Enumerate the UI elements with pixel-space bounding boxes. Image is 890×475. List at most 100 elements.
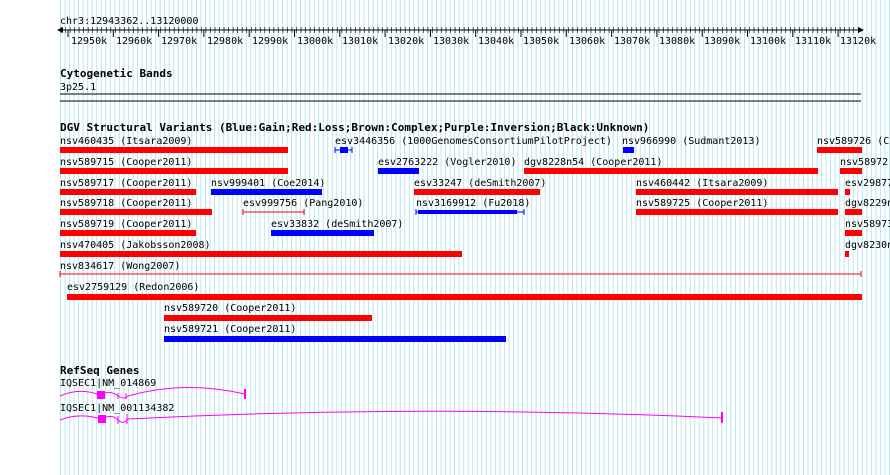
variant-esv29877[interactable]: esv29877 (845, 178, 890, 195)
variant-bar (414, 189, 540, 195)
variant-label: esv2759129 (Redon2006) (67, 282, 199, 293)
variant-esv3446356[interactable]: esv3446356 (1000GenomesConsortiumPilotPr… (334, 136, 612, 153)
variant-label: esv3446356 (1000GenomesConsortiumPilotPr… (335, 136, 612, 147)
variant-nsv460442[interactable]: nsv460442 (Itsara2009) (636, 178, 838, 195)
gene-iqsec1-nm-001134382[interactable]: IQSEC1|NM_001134382 (59, 403, 723, 424)
variant-label: nsv999401 (Coe2014) (211, 178, 325, 189)
ruler-position: chr3:12943362..13120000 (60, 16, 198, 27)
ruler-tick-label: 13120k (840, 36, 876, 47)
variant-label: nsv589721 (Cooper2011) (164, 324, 296, 335)
variant-esv33832[interactable]: esv33832 (deSmith2007) (271, 219, 403, 236)
refseq-track[interactable]: RefSeq Genes IQSEC1|NM_014869 IQSEC1|NM_… (59, 364, 723, 424)
variant-bar (211, 189, 322, 195)
variant-bar (845, 230, 862, 236)
variant-bar (636, 189, 838, 195)
ruler-right-arrow-icon (858, 27, 864, 33)
cytoband-track[interactable]: Cytogenetic Bands 3p25.1 (60, 67, 861, 102)
variant-label: esv29877 (845, 178, 890, 189)
variant-esv33247[interactable]: esv33247 (deSmith2007) (414, 178, 546, 195)
variant-esv2763222[interactable]: esv2763222 (Vogler2010) (378, 157, 516, 174)
variant-bar (271, 230, 374, 236)
ruler[interactable]: chr3:12943362..13120000 12950k 12960k 12… (57, 16, 876, 47)
variant-nsv589718[interactable]: nsv589718 (Cooper2011) (60, 198, 212, 215)
variant-dgv8229n[interactable]: dgv8229n (845, 198, 890, 215)
variant-nsv589725[interactable]: nsv589725 (Cooper2011) (636, 198, 838, 215)
variant-bar (60, 251, 462, 257)
variant-nsv470405[interactable]: nsv470405 (Jakobsson2008) (60, 240, 462, 257)
variant-label: esv2763222 (Vogler2010) (378, 157, 516, 168)
dgv-track-title: DGV Structural Variants (Blue:Gain;Red:L… (60, 121, 649, 134)
ruler-tick-label: 13050k (523, 36, 559, 47)
variant-nsv834617[interactable]: nsv834617 (Wong2007) (59, 261, 862, 277)
variant-label: nsv460435 (Itsara2009) (60, 136, 192, 147)
gene-exon (98, 415, 106, 423)
variant-label: esv33832 (deSmith2007) (271, 219, 403, 230)
variant-label: nsv589720 (Cooper2011) (164, 303, 296, 314)
variant-nsv999401[interactable]: nsv999401 (Coe2014) (211, 178, 325, 195)
gene-label: IQSEC1|NM_014869 (60, 378, 156, 389)
variant-nsv3169912[interactable]: nsv3169912 (Fu2018) (415, 198, 530, 215)
variant-esv2759129[interactable]: esv2759129 (Redon2006) (67, 282, 862, 300)
cytoband-track-title: Cytogenetic Bands (60, 67, 173, 80)
variant-bar (67, 294, 862, 300)
variant-nsv966990[interactable]: nsv966990 (Sudmant2013) (622, 136, 760, 153)
background-grid (60, 0, 890, 475)
variant-label: nsv589726 (Co (817, 136, 890, 147)
ruler-left-arrow-icon (57, 27, 63, 33)
variant-bar (60, 147, 288, 153)
ruler-tick-labels: 12950k 12960k 12970k 12980k 12990k 13000… (71, 36, 876, 47)
variant-nsv58972-a[interactable]: nsv58972 (840, 157, 888, 174)
ruler-tick-label: 13080k (659, 36, 695, 47)
variant-label: esv999756 (Pang2010) (243, 198, 363, 209)
variant-nsv58973[interactable]: nsv58973 (845, 219, 890, 236)
variant-label: esv33247 (deSmith2007) (414, 178, 546, 189)
variant-bar (164, 315, 372, 321)
ruler-tick-label: 13070k (614, 36, 650, 47)
variant-bar (164, 336, 506, 342)
ruler-tick-label: 12990k (252, 36, 288, 47)
variant-bar (817, 147, 862, 153)
variant-label: nsv3169912 (Fu2018) (416, 198, 530, 209)
ruler-tick-label: 13060k (569, 36, 605, 47)
variant-label: nsv589717 (Cooper2011) (60, 178, 192, 189)
variant-bar (845, 189, 850, 195)
variant-label: nsv589718 (Cooper2011) (60, 198, 192, 209)
variant-bar (60, 189, 196, 195)
variant-bar (60, 230, 196, 236)
variant-nsv589721[interactable]: nsv589721 (Cooper2011) (164, 324, 506, 342)
variant-nsv589717[interactable]: nsv589717 (Cooper2011) (60, 178, 196, 195)
gene-iqsec1-nm-014869[interactable]: IQSEC1|NM_014869 (59, 378, 246, 399)
variant-bar (840, 168, 862, 174)
variant-label: nsv589719 (Cooper2011) (60, 219, 192, 230)
ruler-tick-label: 12970k (161, 36, 197, 47)
refseq-track-title: RefSeq Genes (60, 364, 139, 377)
gene-exon (97, 391, 105, 399)
variant-dgv8228n54[interactable]: dgv8228n54 (Cooper2011) (524, 157, 818, 174)
variant-nsv589715[interactable]: nsv589715 (Cooper2011) (60, 157, 288, 174)
variant-dgv8230n[interactable]: dgv8230n (845, 240, 890, 257)
variant-label: nsv589725 (Cooper2011) (636, 198, 768, 209)
variant-nsv589719[interactable]: nsv589719 (Cooper2011) (60, 219, 196, 236)
variant-label: nsv589715 (Cooper2011) (60, 157, 192, 168)
ruler-tick-label: 12950k (71, 36, 107, 47)
ruler-tick-label: 13090k (704, 36, 740, 47)
ruler-tick-label: 13010k (342, 36, 378, 47)
dgv-track[interactable]: DGV Structural Variants (Blue:Gain;Red:L… (59, 121, 890, 342)
ruler-tick-label: 12960k (116, 36, 152, 47)
variant-nsv589726[interactable]: nsv589726 (Co (817, 136, 890, 153)
variant-nsv460435[interactable]: nsv460435 (Itsara2009) (60, 136, 288, 153)
variant-bar (636, 209, 838, 215)
variant-bar (845, 209, 862, 215)
ruler-tick-label: 13110k (795, 36, 831, 47)
variant-label: nsv58973 (845, 219, 890, 230)
ruler-tick-label: 13020k (388, 36, 424, 47)
variant-label: dgv8230n (845, 240, 890, 251)
variant-bar (524, 168, 818, 174)
variant-esv999756[interactable]: esv999756 (Pang2010) (242, 198, 363, 215)
ruler-tick-label: 13000k (297, 36, 333, 47)
ruler-tick-label: 12980k (207, 36, 243, 47)
variant-nsv589720[interactable]: nsv589720 (Cooper2011) (164, 303, 372, 321)
ruler-tick-label: 13040k (478, 36, 514, 47)
variant-bar (623, 147, 634, 153)
variant-bar (378, 168, 419, 174)
